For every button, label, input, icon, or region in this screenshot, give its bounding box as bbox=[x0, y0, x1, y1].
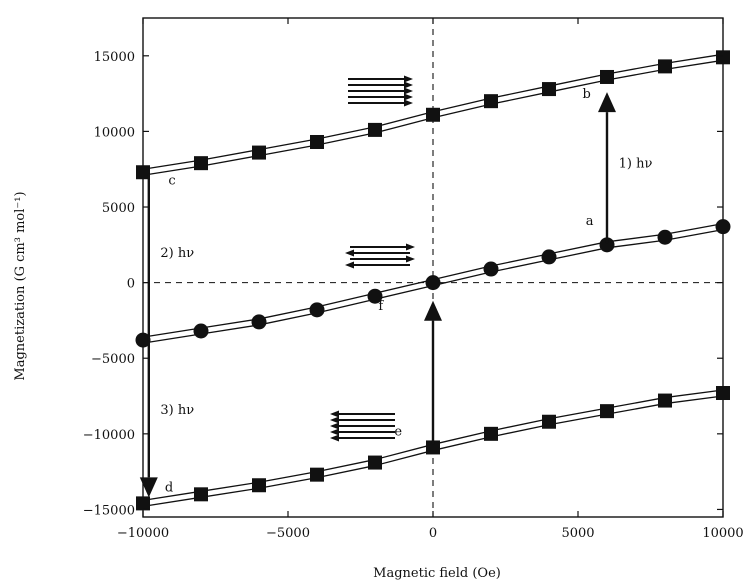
spins-aligned-left bbox=[330, 410, 395, 442]
data-point bbox=[658, 59, 672, 74]
arrow-step3-head bbox=[139, 477, 158, 498]
spins-aligned-right bbox=[348, 75, 413, 107]
data-point bbox=[251, 314, 267, 330]
data-point bbox=[136, 165, 150, 180]
data-point bbox=[600, 404, 614, 419]
data-point bbox=[136, 496, 150, 511]
spin-arrow-head bbox=[345, 261, 354, 269]
spin-arrow-head bbox=[404, 75, 413, 83]
step-label: 2) hν bbox=[160, 246, 194, 261]
spin-arrow-head bbox=[330, 410, 339, 418]
data-point bbox=[657, 229, 673, 245]
y-tick-label: 15000 bbox=[94, 50, 135, 65]
data-point bbox=[426, 107, 440, 122]
y-axis-label: Magnetization (G cm³ mol⁻¹) bbox=[13, 191, 28, 380]
spin-arrow-head bbox=[330, 422, 339, 430]
spin-arrow-head bbox=[330, 416, 339, 424]
data-point bbox=[252, 145, 266, 160]
data-point bbox=[367, 288, 383, 304]
data-point bbox=[426, 440, 440, 455]
x-tick-label: 0 bbox=[429, 526, 437, 541]
x-tick-label: −5000 bbox=[266, 526, 310, 541]
data-point bbox=[484, 426, 498, 441]
point-label: d bbox=[165, 480, 173, 495]
point-label: c bbox=[168, 173, 175, 188]
spin-arrow-head bbox=[404, 81, 413, 89]
y-tick-label: −15000 bbox=[83, 503, 135, 518]
arrow-up-e-to-f-head bbox=[424, 300, 442, 321]
data-point bbox=[542, 414, 556, 429]
data-point bbox=[425, 275, 441, 291]
data-point bbox=[193, 323, 209, 339]
data-point bbox=[368, 122, 382, 137]
spin-arrow-head bbox=[404, 99, 413, 107]
data-point bbox=[716, 386, 730, 401]
x-tick-label: 10000 bbox=[702, 526, 743, 541]
data-point bbox=[716, 50, 730, 65]
data-point bbox=[600, 69, 614, 84]
point-label: a bbox=[586, 214, 594, 229]
point-label: f bbox=[378, 299, 384, 314]
y-tick-label: −10000 bbox=[83, 428, 135, 443]
data-point bbox=[135, 332, 151, 348]
data-point bbox=[194, 487, 208, 502]
step-label: 3) hν bbox=[160, 403, 194, 418]
data-point bbox=[194, 156, 208, 171]
point-label: e bbox=[394, 424, 402, 439]
data-point bbox=[599, 237, 615, 253]
spin-arrow-head bbox=[345, 249, 354, 257]
data-point bbox=[542, 82, 556, 97]
y-tick-label: 10000 bbox=[94, 125, 135, 140]
x-tick-label: −10000 bbox=[117, 526, 169, 541]
spin-arrow-head bbox=[404, 93, 413, 101]
data-point bbox=[541, 249, 557, 265]
data-point bbox=[483, 261, 499, 277]
data-point bbox=[252, 478, 266, 493]
step-label: 1) hν bbox=[619, 157, 653, 172]
x-axis-label: Magnetic field (Oe) bbox=[373, 566, 501, 581]
data-point bbox=[310, 134, 324, 149]
y-tick-label: 0 bbox=[127, 277, 135, 292]
arrow-step1-head bbox=[598, 92, 616, 113]
data-point bbox=[368, 455, 382, 470]
data-point bbox=[715, 219, 731, 235]
data-point bbox=[309, 302, 325, 318]
data-point bbox=[484, 94, 498, 109]
x-tick-label: 5000 bbox=[561, 526, 594, 541]
spin-arrow-head bbox=[330, 434, 339, 442]
spin-arrow-head bbox=[330, 428, 339, 436]
data-point bbox=[658, 393, 672, 408]
spin-arrow-head bbox=[406, 255, 415, 263]
y-tick-label: −5000 bbox=[91, 352, 135, 367]
spins-antiparallel bbox=[345, 243, 415, 269]
spin-arrow-head bbox=[406, 243, 415, 251]
spin-arrow-head bbox=[404, 87, 413, 95]
data-point bbox=[310, 467, 324, 482]
point-label: b bbox=[583, 87, 591, 102]
y-tick-label: 5000 bbox=[102, 201, 135, 216]
